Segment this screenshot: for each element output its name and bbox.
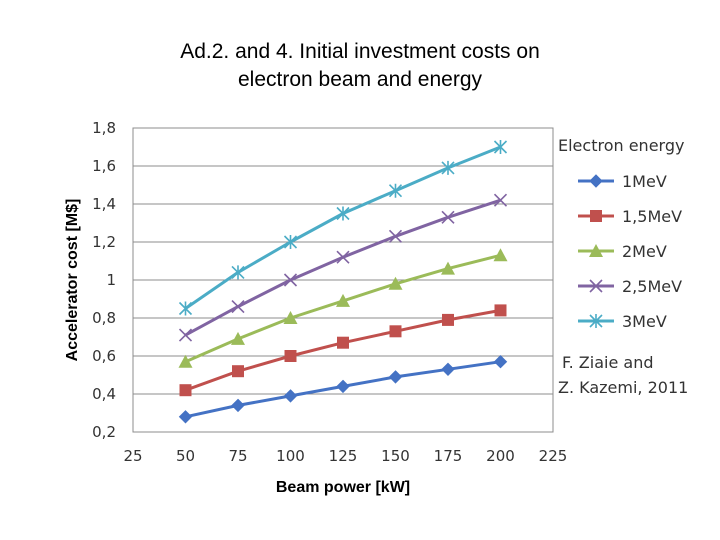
- x-tick-label: 225: [539, 447, 568, 465]
- point-marker: [589, 279, 603, 293]
- point-marker: [336, 250, 350, 264]
- point-marker: [494, 304, 507, 317]
- point-marker: [590, 210, 602, 222]
- point-marker: [231, 331, 245, 345]
- plot-area-border: [132, 127, 554, 433]
- point-marker: [283, 389, 298, 403]
- y-tick-label: 0,6: [92, 347, 116, 365]
- legend-label: 3MeV: [622, 312, 667, 331]
- y-tick-label: 1,4: [92, 195, 116, 213]
- y-tick-label: 0,4: [92, 385, 116, 403]
- point-marker: [493, 140, 508, 154]
- x-tick-label: 50: [176, 447, 195, 465]
- point-marker: [493, 354, 508, 369]
- point-marker: [232, 365, 244, 378]
- legend-label: 1,5MeV: [622, 207, 682, 226]
- series: [178, 140, 508, 424]
- point-marker: [389, 325, 402, 338]
- legend-entry: 3MeV: [578, 312, 667, 331]
- point-marker: [231, 300, 245, 314]
- point-marker: [178, 301, 193, 316]
- x-tick-label: 75: [228, 447, 247, 465]
- point-marker: [493, 193, 508, 207]
- point-marker: [589, 174, 603, 188]
- series-1-5mev: [179, 304, 507, 397]
- point-marker: [441, 362, 455, 377]
- legend-entry: 1MeV: [578, 172, 667, 191]
- point-marker: [441, 210, 455, 224]
- series-3mev: [178, 140, 508, 316]
- point-marker: [283, 273, 298, 287]
- y-axis-title: Accelerator cost [M$]: [64, 199, 81, 362]
- point-marker: [337, 336, 349, 349]
- x-tick-label: 200: [486, 447, 515, 465]
- axis-ticks: 0,2 0,4 0,6 0,8 1 1,2 1,4 1,6 1,8 25 50 75 100 125 150…: [92, 119, 567, 465]
- point-marker: [179, 384, 192, 397]
- source-note-line-2: Z. Kazemi, 2011: [558, 378, 688, 397]
- legend-label: 2,5MeV: [622, 277, 682, 296]
- point-marker: [589, 244, 603, 257]
- x-tick-label: 150: [381, 447, 410, 465]
- y-tick-label: 1,6: [92, 157, 116, 175]
- slide-title: Ad.2. and 4. Initial investment costs on…: [0, 38, 720, 94]
- point-marker: [336, 206, 350, 221]
- legend: Electron energy 1MeV 1,5MeV 2MeV 2,5MeV 3MeV: [558, 136, 684, 331]
- slide-title-line-1: Ad.2. and 4. Initial investment costs on: [180, 40, 540, 63]
- x-axis-title: Beam power [kW]: [276, 479, 410, 496]
- source-note-line-1: F. Ziaie and: [562, 353, 654, 372]
- legend-label: 1MeV: [622, 172, 667, 191]
- point-marker: [388, 229, 403, 243]
- source-note: F. Ziaie and Z. Kazemi, 2011: [558, 353, 688, 397]
- point-marker: [178, 354, 193, 368]
- x-tick-label: 25: [123, 447, 142, 465]
- slide-title-line-2: electron beam and energy: [238, 68, 482, 91]
- point-marker: [284, 350, 297, 362]
- point-marker: [441, 261, 455, 275]
- x-tick-label: 175: [434, 447, 463, 465]
- point-marker: [231, 398, 245, 413]
- point-marker: [388, 183, 403, 198]
- x-tick-label: 125: [329, 447, 358, 465]
- series-line: [184, 145, 502, 310]
- y-tick-label: 0,2: [92, 423, 116, 441]
- point-marker: [231, 265, 245, 280]
- point-marker: [178, 328, 193, 342]
- point-marker: [336, 293, 350, 307]
- y-tick-label: 0,8: [92, 309, 116, 327]
- point-marker: [589, 314, 603, 328]
- y-tick-label: 1,2: [92, 233, 116, 251]
- series-1mev: [178, 354, 508, 424]
- legend-entry: 1,5MeV: [578, 207, 682, 226]
- point-marker: [388, 370, 403, 384]
- series-2-5mev: [178, 193, 508, 342]
- point-marker: [388, 276, 403, 290]
- x-tick-label: 100: [276, 447, 305, 465]
- legend-entry: 2,5MeV: [578, 277, 682, 296]
- point-marker: [441, 160, 455, 175]
- y-tick-label: 1,8: [92, 119, 116, 137]
- point-marker: [178, 410, 193, 424]
- series-2mev: [178, 248, 508, 368]
- point-marker: [283, 311, 298, 324]
- legend-label: 2MeV: [622, 242, 667, 261]
- point-marker: [283, 235, 298, 249]
- y-tick-label: 1: [106, 271, 116, 289]
- point-marker: [493, 248, 508, 262]
- point-marker: [336, 379, 350, 394]
- point-marker: [442, 313, 454, 326]
- legend-entry: 2MeV: [578, 242, 667, 261]
- legend-title: Electron energy: [558, 136, 684, 155]
